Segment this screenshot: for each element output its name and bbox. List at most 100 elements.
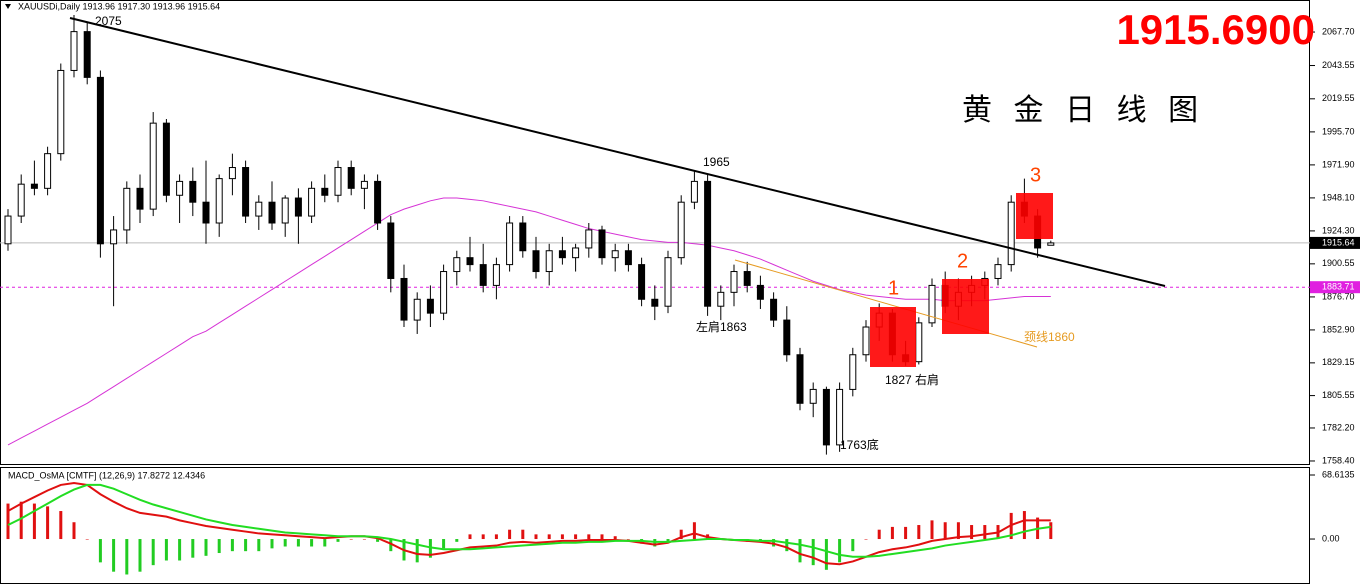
candle-body [426, 298, 434, 314]
histogram-bar [112, 539, 116, 572]
menu-triangle [5, 4, 11, 9]
histogram-bar [956, 522, 960, 540]
candle-body [624, 250, 632, 266]
candle-body [466, 257, 474, 266]
histogram-bar [838, 539, 842, 563]
y-tick-label: 1782.20 [1322, 422, 1355, 432]
candle-body [400, 277, 408, 321]
histogram-bar [508, 529, 512, 540]
y-tick-label: 1758.40 [1322, 455, 1355, 465]
histogram-bar [85, 539, 89, 540]
y-tick-label: 2043.55 [1322, 60, 1355, 70]
chart-title: XAUUSDi,Daily 1913.96 1917.30 1913.96 19… [18, 1, 220, 11]
candle-body [809, 388, 817, 404]
macd-panel: 68.6135 0.00 [6, 469, 1355, 575]
candle-body [862, 326, 870, 356]
candle-body [756, 284, 764, 300]
candle-body [215, 178, 223, 224]
candle-body [30, 183, 38, 189]
candle-body [506, 222, 514, 266]
histogram-bar [811, 539, 815, 566]
histogram-bar [877, 529, 881, 540]
histogram-bar [587, 534, 591, 540]
histogram-bar [59, 511, 63, 540]
candle-body [321, 187, 329, 196]
y-tick-label: 1829.15 [1322, 357, 1355, 367]
histogram-bar [547, 534, 551, 540]
main-panel: 2067.70 2043.55 2019.55 1995.70 1971.90 1948.… [0, 14, 1360, 465]
candle-body [4, 215, 12, 245]
candle-body [294, 197, 302, 217]
histogram-bar [415, 539, 419, 563]
macd-line [7, 482, 1051, 566]
histogram-bar [824, 539, 828, 570]
histogram-bar [6, 503, 10, 540]
histogram-bar [244, 539, 248, 552]
candle-body [202, 201, 210, 224]
candle-body [360, 180, 368, 189]
candle-body [228, 167, 236, 180]
candle-body [162, 122, 170, 196]
candle-body [387, 222, 395, 279]
histogram-bar [481, 534, 485, 540]
candle-body [1007, 201, 1015, 266]
histogram-bar [19, 501, 23, 540]
candle-body [796, 354, 804, 404]
histogram-bar [534, 534, 538, 540]
candle-body [545, 250, 553, 273]
subtitle: 黄 金 日 线 图 [962, 93, 1204, 128]
candle-body [783, 319, 791, 356]
candle-body [347, 167, 355, 189]
histogram-bar [613, 536, 617, 540]
candle-body [915, 322, 923, 363]
histogram-bar [626, 539, 630, 540]
histogram-bar [679, 529, 683, 540]
histogram-bar [98, 539, 102, 563]
histogram-bar [455, 539, 459, 542]
histogram-bar [560, 534, 564, 540]
macd-line [7, 483, 1051, 558]
candle-body [822, 388, 830, 446]
y-tick-label: 1852.90 [1322, 324, 1355, 334]
histogram-bar [692, 522, 696, 540]
macd-title: MACD_OsMA [CMTF] (12,26,9) 17.8272 12.43… [8, 470, 205, 480]
candle-body [136, 187, 144, 210]
histogram-bar [785, 539, 789, 552]
histogram-bar [943, 522, 947, 540]
candle-body [479, 264, 487, 286]
y-tick-label: 1995.70 [1322, 126, 1355, 136]
candle-body [334, 167, 342, 196]
candle-body [374, 180, 382, 224]
annotation: 颈线1860 [1024, 330, 1075, 344]
y-tick-label: 1924.30 [1322, 225, 1355, 235]
annotation: 1 [888, 277, 899, 299]
candle-body [572, 247, 580, 259]
histogram-bar [494, 534, 498, 540]
histogram-bar [217, 539, 221, 554]
histogram-bar [970, 525, 974, 540]
candle-body [585, 229, 593, 249]
histogram-bar [257, 539, 261, 552]
y-tick-label: 1876.70 [1322, 291, 1355, 301]
candle-body [677, 201, 685, 259]
candle-body [492, 264, 500, 286]
candle-body [242, 167, 250, 217]
candle-body [440, 271, 448, 314]
histogram-bar [851, 539, 855, 552]
histogram-bar [666, 539, 670, 542]
candle-body [730, 271, 738, 293]
candle-body [836, 388, 844, 446]
histogram-bar [204, 539, 208, 556]
price-label: 1883.71 [1322, 282, 1355, 292]
histogram-bar [46, 506, 50, 540]
y-tick-label: 2019.55 [1322, 93, 1355, 103]
histogram-bar [323, 539, 327, 547]
candle-body [268, 201, 276, 224]
highlight-box [1016, 193, 1053, 239]
price-label-bg [1310, 281, 1360, 294]
moving-average [7, 197, 1051, 446]
candle-body [994, 264, 1002, 279]
histogram-bar [72, 522, 76, 540]
